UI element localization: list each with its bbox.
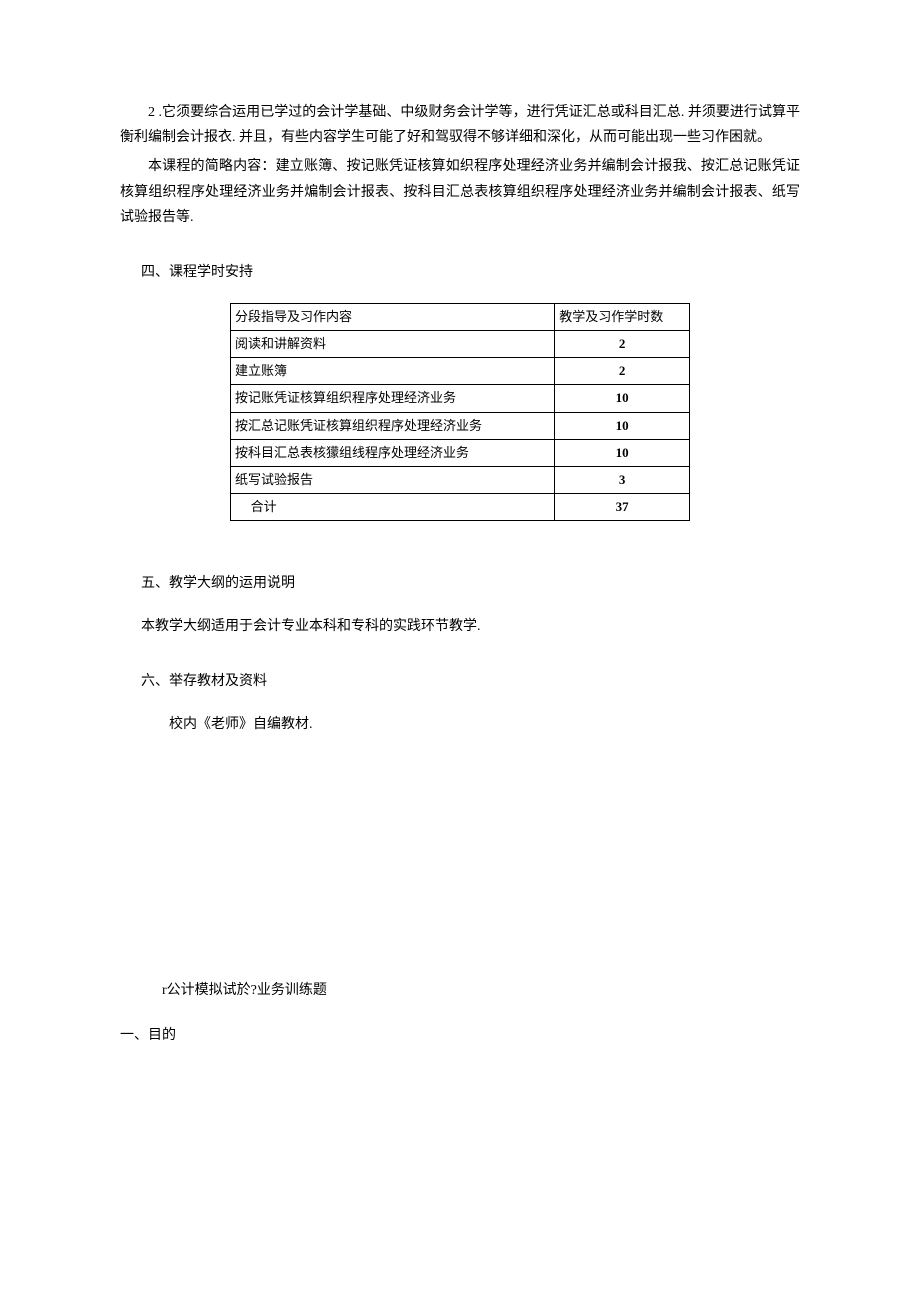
table-header-row: 分段指导及习作内容 教学及习作学时数 bbox=[231, 304, 690, 331]
paragraph-course-content: 本课程的简略内容：建立账簿、按记账凭证核算如织程序处理经济业务并编制会计报我、按… bbox=[120, 154, 800, 230]
row-hours: 10 bbox=[555, 439, 690, 466]
row-hours: 2 bbox=[555, 358, 690, 385]
hours-table-container: 分段指导及习作内容 教学及习作学时数 阅读和讲解资料 2 建立账簿 2 按记账凭… bbox=[120, 303, 800, 521]
row-name: 建立账簿 bbox=[231, 358, 555, 385]
row-name: 纸写试验报告 bbox=[231, 466, 555, 493]
table-row: 按记账凭证核算组织程序处理经济业务 10 bbox=[231, 385, 690, 412]
row-hours: 3 bbox=[555, 466, 690, 493]
row-name: 阅读和讲解资料 bbox=[231, 331, 555, 358]
row-name: 按汇总记账凭证核算组织程序处理经济业务 bbox=[231, 412, 555, 439]
table-total-row: 合计 37 bbox=[231, 493, 690, 520]
section6-heading: 六、举存教材及资料 bbox=[120, 669, 800, 694]
row-hours: 2 bbox=[555, 331, 690, 358]
next-section-title: r公计模拟试於?业务训练题 bbox=[120, 978, 800, 1003]
section4-heading: 四、课程学时安持 bbox=[120, 260, 800, 285]
table-row: 阅读和讲解资料 2 bbox=[231, 331, 690, 358]
table-row: 建立账簿 2 bbox=[231, 358, 690, 385]
total-label: 合计 bbox=[231, 493, 555, 520]
row-hours: 10 bbox=[555, 385, 690, 412]
paragraph-item2: 2 .它须要综合运用已学过的会计学基础、中级财务会计学等，进行凭证汇总或科目汇总… bbox=[120, 100, 800, 150]
row-name: 按科目汇总表核獴组线程序处理经济业务 bbox=[231, 439, 555, 466]
table-row: 纸写试验报告 3 bbox=[231, 466, 690, 493]
section6-body: 校内《老师》自编教材. bbox=[120, 712, 800, 737]
table-row: 按汇总记账凭证核算组织程序处理经济业务 10 bbox=[231, 412, 690, 439]
next-section-h1: 一、目的 bbox=[120, 1023, 800, 1048]
row-name: 按记账凭证核算组织程序处理经济业务 bbox=[231, 385, 555, 412]
header-col1: 分段指导及习作内容 bbox=[231, 304, 555, 331]
row-hours: 10 bbox=[555, 412, 690, 439]
header-col2: 教学及习作学时数 bbox=[555, 304, 690, 331]
table-row: 按科目汇总表核獴组线程序处理经济业务 10 bbox=[231, 439, 690, 466]
section5-body: 本教学大纲适用于会计专业本科和专科的实践环节教学. bbox=[120, 614, 800, 639]
section5-heading: 五、教学大纲的运用说明 bbox=[120, 571, 800, 596]
hours-table: 分段指导及习作内容 教学及习作学时数 阅读和讲解资料 2 建立账簿 2 按记账凭… bbox=[230, 303, 690, 521]
total-hours: 37 bbox=[555, 493, 690, 520]
